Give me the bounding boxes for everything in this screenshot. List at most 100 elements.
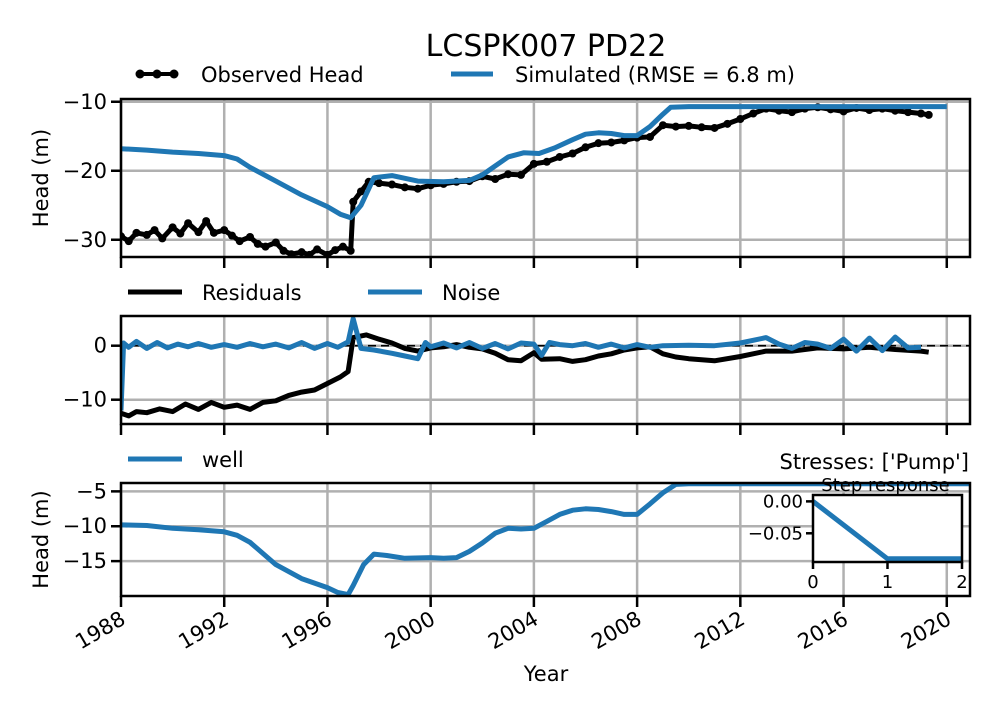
inset-title: Step response (821, 475, 949, 496)
series-line-noise (121, 316, 922, 411)
observed-point (529, 159, 538, 168)
x-tick-label: 2020 (897, 607, 955, 655)
observed-point (504, 170, 513, 179)
axes-frame (119, 97, 972, 259)
observed-point (924, 110, 933, 119)
y-tick-label: −15 (63, 549, 107, 573)
observed-point (331, 246, 340, 255)
observed-point (297, 248, 306, 257)
legend-well-label: well (202, 448, 244, 472)
observed-point (671, 122, 680, 131)
inset-background (813, 495, 962, 562)
observed-point (202, 217, 211, 226)
observed-point (246, 232, 255, 241)
observed-point (338, 242, 347, 251)
y-tick-label: −10 (63, 388, 107, 412)
inset-x-tick-label: 1 (882, 572, 893, 593)
observed-point (594, 139, 603, 148)
observed-point (184, 219, 193, 228)
gridlines (119, 99, 970, 257)
axes-frame (119, 314, 972, 426)
series-line-observed-head (121, 104, 930, 257)
observed-point (646, 132, 655, 141)
y-tick-label: −30 (63, 228, 107, 252)
observed-point (736, 115, 745, 124)
step-response-line (811, 499, 962, 562)
legend-observed-marker (152, 69, 162, 79)
legend-simulated-label: Simulated (RMSE = 6.8 m) (515, 63, 795, 87)
observed-point (253, 239, 262, 248)
observed-point (516, 170, 525, 179)
observed-point (227, 231, 236, 240)
observed-point (235, 237, 244, 246)
observed-point (124, 237, 133, 246)
observed-point (375, 179, 384, 188)
observed-point (620, 136, 629, 145)
observed-point (349, 197, 358, 206)
observed-point (346, 246, 355, 255)
observed-point (723, 119, 732, 128)
series-line-residuals (121, 332, 930, 419)
legend-bottom: well Stresses: ['Pump'] (128, 448, 969, 474)
observed-point (710, 123, 719, 132)
legend-observed-marker (169, 69, 179, 79)
chart-title: LCSPK007 PD22 (426, 29, 667, 64)
legend-top: Observed Head Simulated (RMSE = 6.8 m) (135, 63, 795, 87)
observed-point (356, 187, 365, 196)
inset-y-tick-label: −0.05 (748, 523, 803, 544)
x-tick-label: 2008 (587, 607, 645, 655)
y-tick-label: −20 (63, 159, 107, 183)
observed-point (287, 250, 296, 257)
legend-residuals-label: Residuals (202, 281, 302, 305)
observed-point (684, 121, 693, 130)
observed-point (400, 183, 409, 192)
y-tick-label: −10 (63, 90, 107, 114)
observed-point (168, 223, 177, 232)
observed-point (568, 149, 577, 158)
observed-point (150, 226, 159, 235)
legend-observed-label: Observed Head (201, 63, 364, 87)
x-tick-label: 2004 (484, 607, 542, 655)
legend-middle: Residuals Noise (128, 281, 500, 305)
inset-x-tick-label: 2 (956, 572, 967, 593)
observed-point (209, 228, 218, 237)
observed-point (542, 157, 551, 166)
observed-point (176, 229, 185, 238)
inset-y-tick-label: 0.00 (763, 491, 803, 512)
observed-point (491, 175, 500, 184)
y-axis-label: Head (m) (29, 129, 53, 227)
observed-point (787, 108, 796, 117)
observed-point (220, 226, 229, 235)
observed-point (158, 234, 167, 243)
residuals-noise-panel: 0 −10 (63, 314, 972, 435)
x-tick-label: 2000 (381, 607, 439, 655)
observed-simulated-panel: −10 −20 −30 Head (m) (29, 90, 972, 268)
step-response-inset: Step response 0.00 −0.05 0 1 2 (748, 475, 968, 593)
observed-point (313, 245, 322, 254)
y-axis-label: Head (m) (29, 490, 53, 588)
observed-point (305, 250, 314, 257)
inset-x-tick-label: 0 (807, 572, 818, 593)
x-tick-label: 2016 (794, 607, 852, 655)
y-tick-label: 0 (94, 334, 107, 358)
series-line-simulated-rmse-6-8-m (121, 104, 947, 221)
legend-noise-label: Noise (442, 281, 500, 305)
observed-point (413, 184, 422, 193)
observed-point (904, 108, 913, 117)
observed-point (697, 123, 706, 132)
x-tick-label: 1996 (278, 607, 336, 655)
observed-point (387, 180, 396, 189)
series-line-well (121, 483, 970, 596)
observed-point (194, 228, 203, 237)
observed-point (323, 250, 332, 257)
observed-point (658, 121, 667, 130)
stresses-annotation: Stresses: ['Pump'] (780, 450, 969, 474)
observed-point (132, 228, 141, 237)
observed-point (839, 107, 848, 116)
x-tick-label: 2012 (691, 607, 749, 655)
x-tick-label: 1992 (174, 607, 232, 655)
xlabel: Year (523, 662, 569, 686)
observed-point (607, 138, 616, 147)
observed-point (279, 246, 288, 255)
